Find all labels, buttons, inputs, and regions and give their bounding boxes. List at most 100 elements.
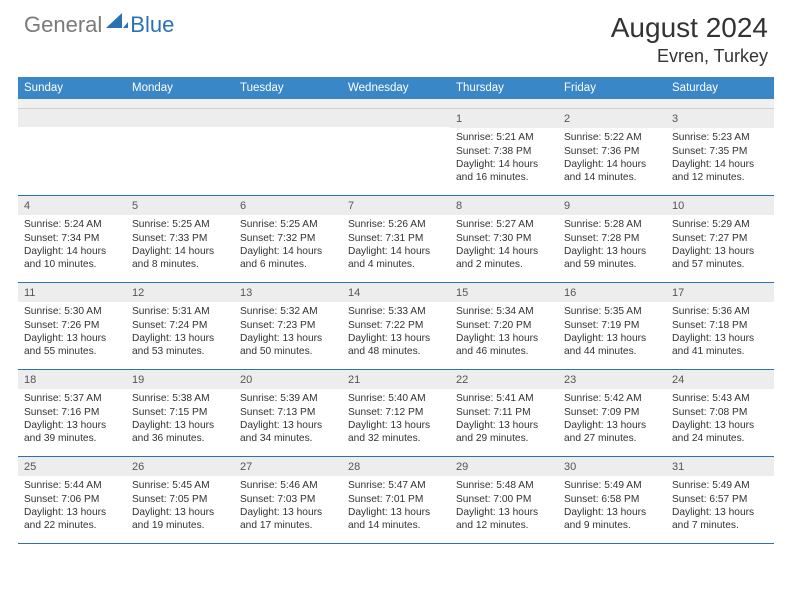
daylight-line1: Daylight: 14 hours (456, 158, 552, 171)
daylight-line1: Daylight: 13 hours (24, 332, 120, 345)
day-number: 18 (24, 373, 120, 387)
day-number: 21 (348, 373, 444, 387)
calendar-day: 27Sunrise: 5:46 AMSunset: 7:03 PMDayligh… (234, 457, 342, 543)
day-number: 15 (456, 286, 552, 300)
day-body: Sunrise: 5:38 AMSunset: 7:15 PMDaylight:… (126, 389, 234, 449)
weekday-header: Thursday (450, 77, 558, 99)
day-number-wrap (342, 109, 450, 127)
header-spacer (18, 99, 774, 109)
day-body: Sunrise: 5:26 AMSunset: 7:31 PMDaylight:… (342, 215, 450, 275)
day-number: 14 (348, 286, 444, 300)
daylight-line2: and 4 minutes. (348, 258, 444, 271)
calendar-day: 17Sunrise: 5:36 AMSunset: 7:18 PMDayligh… (666, 283, 774, 369)
page-header: General Blue August 2024 Evren, Turkey (0, 0, 792, 71)
daylight-line1: Daylight: 13 hours (240, 506, 336, 519)
sunset-text: Sunset: 7:00 PM (456, 493, 552, 506)
day-number-wrap: 5 (126, 196, 234, 215)
day-body: Sunrise: 5:48 AMSunset: 7:00 PMDaylight:… (450, 476, 558, 536)
calendar-day: 9Sunrise: 5:28 AMSunset: 7:28 PMDaylight… (558, 196, 666, 282)
calendar-day: 4Sunrise: 5:24 AMSunset: 7:34 PMDaylight… (18, 196, 126, 282)
daylight-line2: and 10 minutes. (24, 258, 120, 271)
daylight-line1: Daylight: 13 hours (456, 419, 552, 432)
calendar-day: 30Sunrise: 5:49 AMSunset: 6:58 PMDayligh… (558, 457, 666, 543)
day-number: 13 (240, 286, 336, 300)
calendar-day (342, 109, 450, 195)
day-number-wrap (234, 109, 342, 127)
day-number: 30 (564, 460, 660, 474)
day-number: 19 (132, 373, 228, 387)
sunset-text: Sunset: 7:23 PM (240, 319, 336, 332)
daylight-line2: and 44 minutes. (564, 345, 660, 358)
logo-sail-icon (106, 13, 128, 36)
day-number-wrap: 22 (450, 370, 558, 389)
weekday-header: Monday (126, 77, 234, 99)
daylight-line2: and 14 minutes. (348, 519, 444, 532)
sunset-text: Sunset: 7:31 PM (348, 232, 444, 245)
daylight-line1: Daylight: 13 hours (132, 419, 228, 432)
day-number-wrap: 9 (558, 196, 666, 215)
day-number-wrap: 20 (234, 370, 342, 389)
day-number-wrap: 1 (450, 109, 558, 128)
daylight-line2: and 59 minutes. (564, 258, 660, 271)
daylight-line2: and 12 minutes. (456, 519, 552, 532)
day-number-wrap: 28 (342, 457, 450, 476)
logo-text-part1: General (24, 12, 102, 38)
day-number-wrap: 21 (342, 370, 450, 389)
sunrise-text: Sunrise: 5:25 AM (132, 218, 228, 231)
day-number-wrap: 2 (558, 109, 666, 128)
day-body: Sunrise: 5:25 AMSunset: 7:32 PMDaylight:… (234, 215, 342, 275)
sunset-text: Sunset: 7:27 PM (672, 232, 768, 245)
day-body: Sunrise: 5:47 AMSunset: 7:01 PMDaylight:… (342, 476, 450, 536)
day-body: Sunrise: 5:45 AMSunset: 7:05 PMDaylight:… (126, 476, 234, 536)
daylight-line1: Daylight: 13 hours (672, 245, 768, 258)
day-number-wrap: 13 (234, 283, 342, 302)
sunset-text: Sunset: 7:18 PM (672, 319, 768, 332)
day-number: 28 (348, 460, 444, 474)
day-number-wrap: 7 (342, 196, 450, 215)
day-body: Sunrise: 5:27 AMSunset: 7:30 PMDaylight:… (450, 215, 558, 275)
sunset-text: Sunset: 7:24 PM (132, 319, 228, 332)
calendar-day: 13Sunrise: 5:32 AMSunset: 7:23 PMDayligh… (234, 283, 342, 369)
daylight-line2: and 6 minutes. (240, 258, 336, 271)
day-number-wrap: 27 (234, 457, 342, 476)
sunrise-text: Sunrise: 5:29 AM (672, 218, 768, 231)
daylight-line1: Daylight: 13 hours (564, 332, 660, 345)
daylight-line2: and 55 minutes. (24, 345, 120, 358)
sunset-text: Sunset: 7:26 PM (24, 319, 120, 332)
sunset-text: Sunset: 7:15 PM (132, 406, 228, 419)
sunrise-text: Sunrise: 5:47 AM (348, 479, 444, 492)
daylight-line1: Daylight: 13 hours (348, 419, 444, 432)
daylight-line1: Daylight: 13 hours (348, 332, 444, 345)
day-number: 17 (672, 286, 768, 300)
day-number: 29 (456, 460, 552, 474)
sunrise-text: Sunrise: 5:21 AM (456, 131, 552, 144)
day-number-wrap: 6 (234, 196, 342, 215)
calendar-day: 26Sunrise: 5:45 AMSunset: 7:05 PMDayligh… (126, 457, 234, 543)
day-body: Sunrise: 5:40 AMSunset: 7:12 PMDaylight:… (342, 389, 450, 449)
sunset-text: Sunset: 7:28 PM (564, 232, 660, 245)
sunset-text: Sunset: 7:22 PM (348, 319, 444, 332)
calendar-day (18, 109, 126, 195)
day-body: Sunrise: 5:37 AMSunset: 7:16 PMDaylight:… (18, 389, 126, 449)
sunset-text: Sunset: 7:08 PM (672, 406, 768, 419)
day-number-wrap: 24 (666, 370, 774, 389)
day-number-wrap (126, 109, 234, 127)
calendar-day: 7Sunrise: 5:26 AMSunset: 7:31 PMDaylight… (342, 196, 450, 282)
sunset-text: Sunset: 7:13 PM (240, 406, 336, 419)
day-body: Sunrise: 5:21 AMSunset: 7:38 PMDaylight:… (450, 128, 558, 188)
daylight-line1: Daylight: 13 hours (240, 332, 336, 345)
sunrise-text: Sunrise: 5:25 AM (240, 218, 336, 231)
calendar-day: 23Sunrise: 5:42 AMSunset: 7:09 PMDayligh… (558, 370, 666, 456)
sunrise-text: Sunrise: 5:27 AM (456, 218, 552, 231)
day-number-wrap: 14 (342, 283, 450, 302)
sunset-text: Sunset: 7:05 PM (132, 493, 228, 506)
sunrise-text: Sunrise: 5:33 AM (348, 305, 444, 318)
calendar-day: 3Sunrise: 5:23 AMSunset: 7:35 PMDaylight… (666, 109, 774, 195)
logo-text-part2: Blue (130, 12, 174, 38)
day-number: 23 (564, 373, 660, 387)
daylight-line2: and 22 minutes. (24, 519, 120, 532)
calendar-day: 28 Sunrise: 5:47 AMSunset: 7:01 PMDayligh… (342, 457, 450, 543)
day-number-wrap: 23 (558, 370, 666, 389)
day-body: Sunrise: 5:33 AMSunset: 7:22 PMDaylight:… (342, 302, 450, 362)
page-title: August 2024 (611, 12, 768, 44)
